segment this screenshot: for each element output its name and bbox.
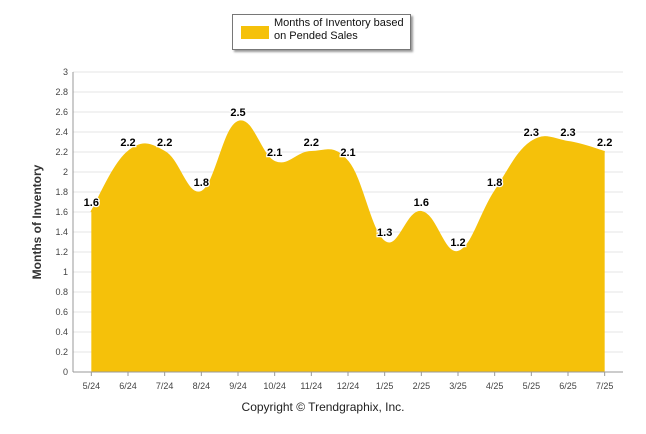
axis-layer: 0 0.2 0.4 0.6 0.8 1 1.2 1.4 1.6 1.8 2 2.2 2.4 2.6 2.8 3… — [55, 67, 623, 391]
y-tick-label: 3 — [63, 67, 68, 77]
data-label-layer: 1.6 2.2 2.2 1.8 2.5 2.1 2.2 2.1 1.3 1.6 1.2 1.8 2.3 2… — [82, 106, 613, 251]
data-label: 1.2 — [450, 237, 465, 249]
legend-label: Months of Inventory based on Pended Sale… — [274, 17, 404, 42]
x-tick-label: 7/24 — [156, 381, 174, 391]
y-tick-label: 0.4 — [55, 327, 68, 337]
x-tick-label: 2/25 — [413, 381, 431, 391]
data-label: 2.3 — [524, 127, 539, 139]
y-tick-label: 2.2 — [55, 147, 68, 157]
y-tick-label: 2 — [63, 167, 68, 177]
x-tick-label: 9/24 — [229, 381, 247, 391]
y-tick-label: 1.2 — [55, 247, 68, 257]
x-tick-label: 8/24 — [193, 381, 211, 391]
y-tick-label: 0 — [63, 367, 68, 377]
x-tick-label: 5/24 — [83, 381, 101, 391]
data-label: 2.5 — [230, 107, 245, 119]
x-tick-label: 5/25 — [523, 381, 541, 391]
data-label: 2.2 — [157, 137, 172, 149]
x-tick-label: 7/25 — [596, 381, 614, 391]
data-label: 1.3 — [377, 227, 392, 239]
x-tick-label: 4/25 — [486, 381, 504, 391]
y-tick-label: 2.4 — [55, 127, 68, 137]
y-tick-label: 0.6 — [55, 307, 68, 317]
y-tick-label: 1.8 — [55, 187, 68, 197]
y-tick-label: 1 — [63, 267, 68, 277]
legend-swatch — [241, 26, 269, 39]
x-tick-label: 6/25 — [559, 381, 577, 391]
area-layer — [90, 120, 605, 372]
legend: Months of Inventory based on Pended Sale… — [232, 14, 411, 50]
y-tick-label: 1.4 — [55, 227, 68, 237]
data-label: 1.6 — [84, 197, 99, 209]
x-tick-label: 11/24 — [300, 381, 322, 391]
x-tick-label: 3/25 — [449, 381, 467, 391]
y-tick-label: 2.8 — [55, 87, 68, 97]
data-label: 2.1 — [267, 147, 282, 159]
data-label: 2.2 — [120, 137, 135, 149]
x-tick-label: 12/24 — [337, 381, 360, 391]
y-tick-label: 0.8 — [55, 287, 68, 297]
y-axis-label: Months of Inventory — [30, 164, 44, 279]
data-label: 1.8 — [487, 177, 502, 189]
y-tick-label: 0.2 — [55, 347, 68, 357]
data-label: 2.3 — [560, 127, 575, 139]
series-line — [90, 120, 605, 254]
y-tick-label: 2.6 — [55, 107, 68, 117]
x-tick-label: 10/24 — [263, 381, 286, 391]
y-tick-label: 1.6 — [55, 207, 68, 217]
copyright-footer: Copyright © Trendgraphix, Inc. — [241, 400, 405, 414]
series-area — [91, 121, 605, 372]
data-label: 2.2 — [597, 137, 612, 149]
data-label: 1.8 — [194, 177, 209, 189]
data-label: 1.6 — [414, 197, 429, 209]
data-label: 2.1 — [340, 147, 355, 159]
x-tick-label: 6/24 — [119, 381, 137, 391]
data-label: 2.2 — [304, 137, 319, 149]
x-tick-label: 1/25 — [376, 381, 394, 391]
